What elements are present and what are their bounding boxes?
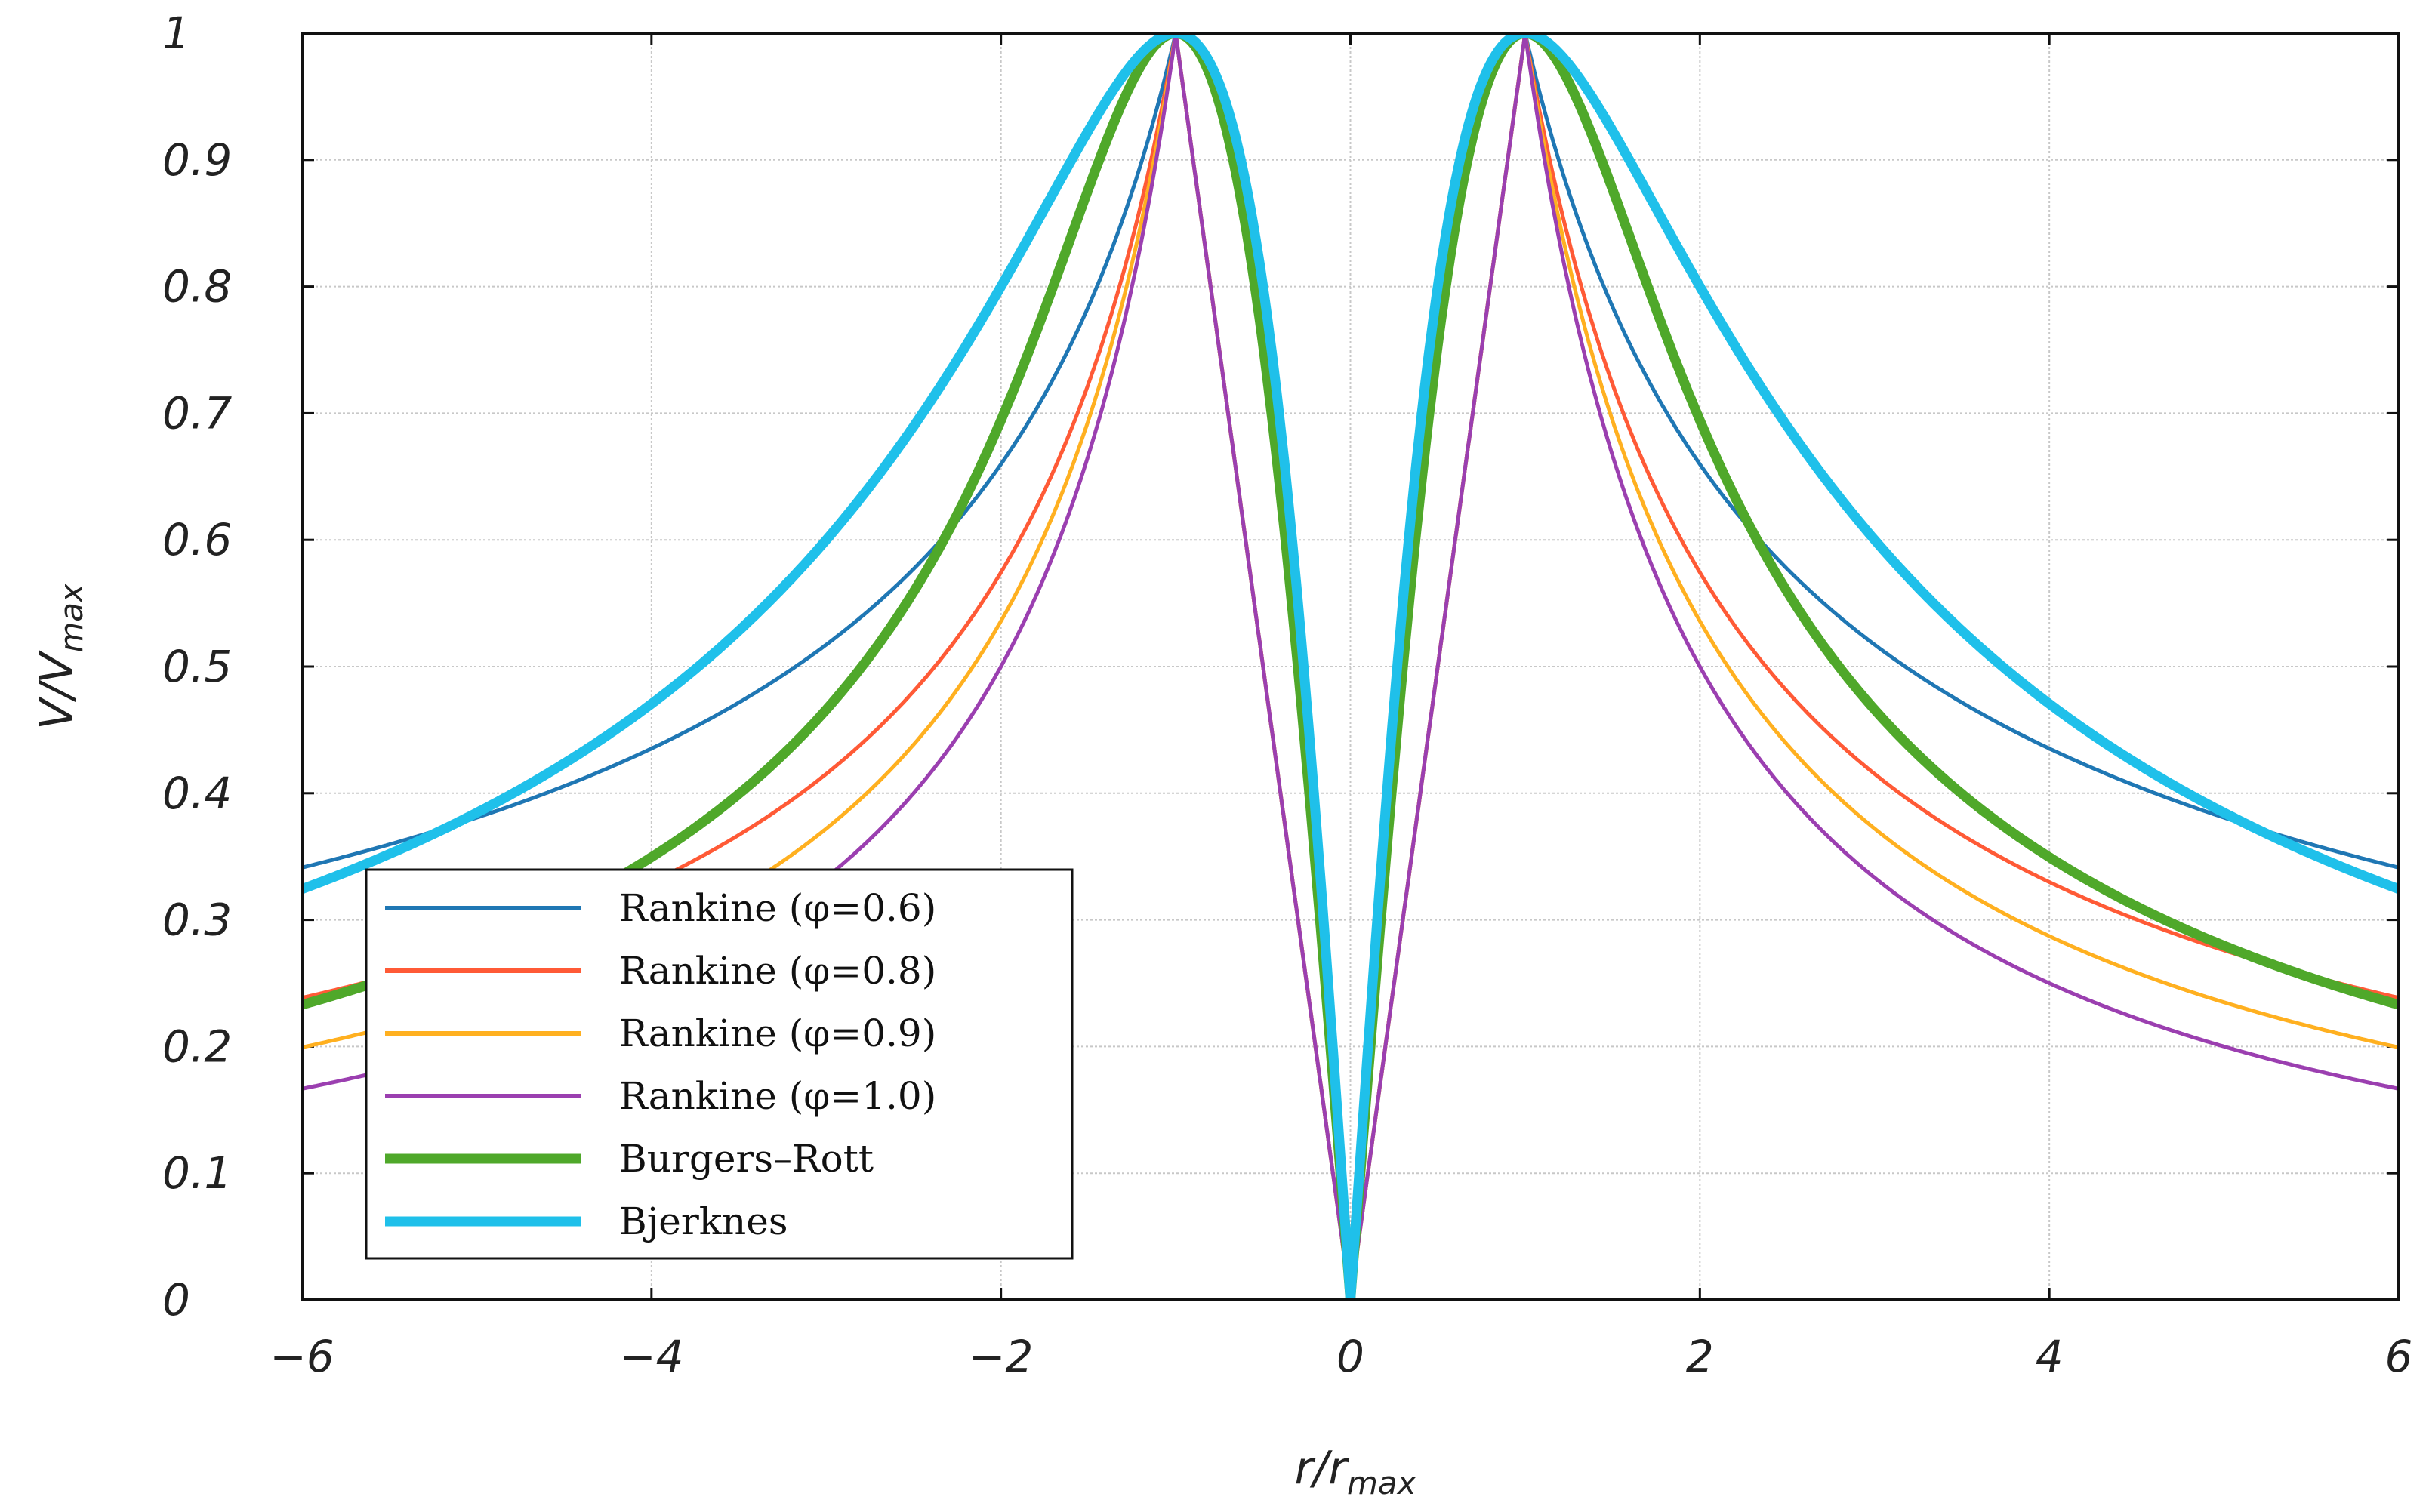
tick-labels: −6 −4 −2 0 2 4 6 0 0.1 0.2 0.3 0.4 0.5 0.6 0.7 0.8 0.9 1 [162,8,2412,1382]
x-tick-label: 4 [2036,1331,2064,1382]
y-tick-label: 0.8 [162,261,232,313]
plot-frame [301,32,2400,1301]
y-tick-label: 0 [162,1274,190,1326]
x-tick-label: −6 [270,1331,334,1382]
series-line-bjerknes [302,33,2399,1300]
x-tick-label: 2 [1686,1331,1714,1382]
legend-label: Rankine (φ=0.6) [619,886,936,930]
series-line-rankine-0-6 [302,33,2399,1300]
y-tick-label: 1 [162,8,190,59]
x-axis-label: r/rmax [1294,1442,1416,1501]
y-tick-label: 0.9 [162,134,232,186]
legend: Rankine (φ=0.6) Rankine (φ=0.8) Rankine (φ… [365,868,1074,1260]
legend-label: Rankine (φ=1.0) [619,1074,936,1118]
x-tick-label: −2 [969,1331,1034,1382]
x-tick-label: 0 [1336,1331,1364,1382]
y-tick-label: 0.7 [162,387,232,439]
y-axis-label: V/Vmax [30,583,90,730]
x-tick-label: 6 [2385,1331,2413,1382]
legend-label: Rankine (φ=0.8) [619,949,936,993]
y-tick-label: 0.5 [162,641,232,692]
legend-label: Burgers–Rott [619,1137,874,1181]
y-tick-label: 0.4 [162,768,232,819]
legend-label: Rankine (φ=0.9) [619,1012,936,1055]
x-tick-label: −4 [619,1331,684,1382]
y-tick-label: 0.6 [162,514,232,565]
y-tick-label: 0.2 [162,1021,232,1072]
series-line-burgers-rott [302,33,2399,1300]
legend-label: Bjerknes [619,1199,788,1243]
y-tick-label: 0.3 [162,895,232,946]
legend-box [365,868,1074,1260]
y-tick-label: 0.1 [162,1147,232,1199]
